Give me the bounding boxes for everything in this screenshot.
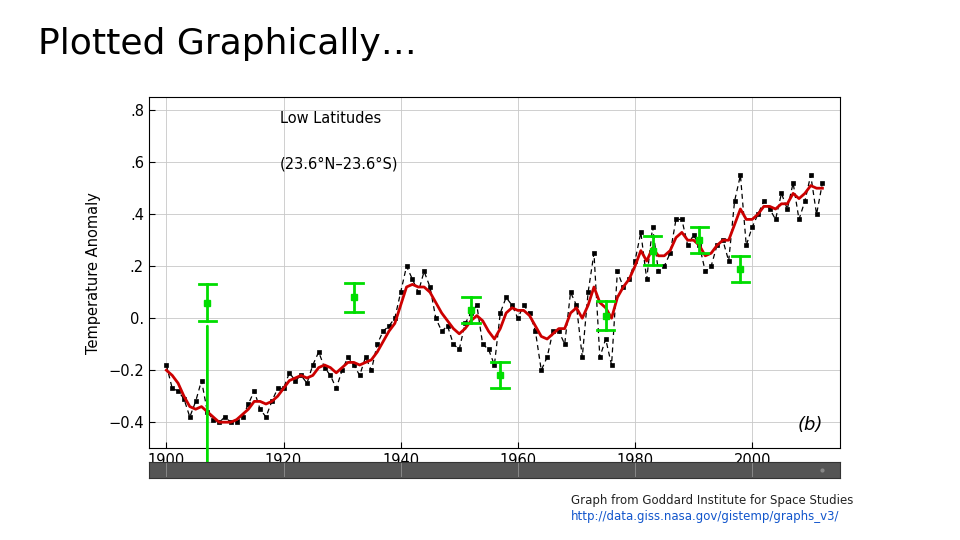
Text: http://data.giss.nasa.gov/gistemp/graphs_v3/: http://data.giss.nasa.gov/gistemp/graphs… [571, 510, 840, 523]
Text: Low Latitudes: Low Latitudes [280, 111, 381, 126]
Text: (23.6°N–23.6°S): (23.6°N–23.6°S) [280, 157, 398, 172]
Y-axis label: Temperature Anomaly: Temperature Anomaly [86, 192, 101, 354]
Text: Plotted Graphically…: Plotted Graphically… [38, 27, 418, 61]
Text: Graph from Goddard Institute for Space Studies: Graph from Goddard Institute for Space S… [571, 494, 853, 507]
Text: (b): (b) [798, 416, 823, 434]
